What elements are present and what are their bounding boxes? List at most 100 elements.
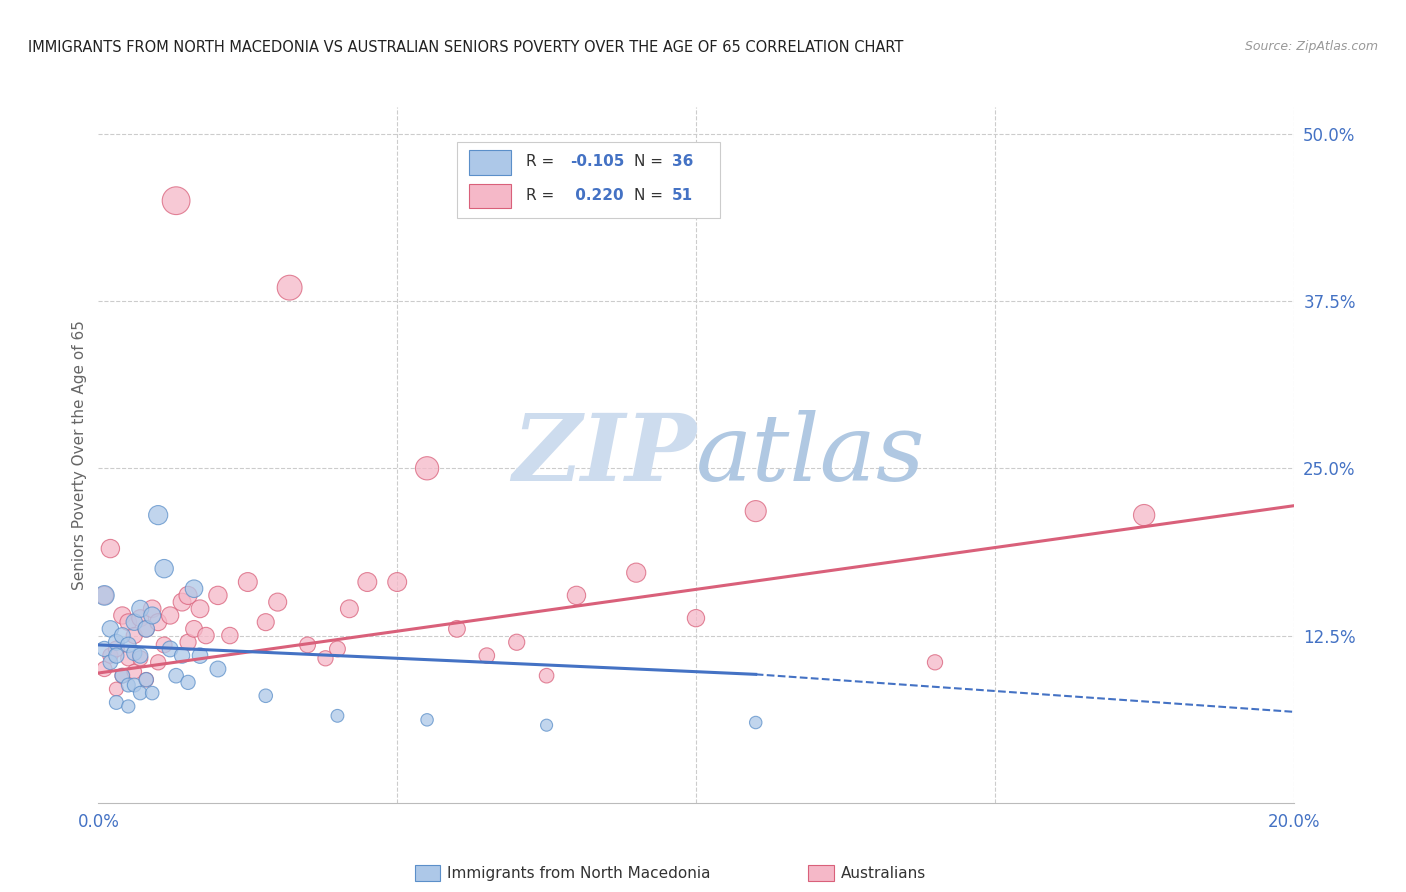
Point: [148, 615, 170, 630]
Text: N =: N =: [634, 188, 668, 202]
Point: [475, 648, 498, 663]
Text: Immigrants from North Macedonia: Immigrants from North Macedonia: [447, 866, 710, 880]
Text: 0.220: 0.220: [571, 188, 624, 202]
Point: [326, 642, 349, 657]
Point: [446, 622, 468, 636]
Text: Australians: Australians: [841, 866, 927, 880]
Point: [745, 715, 768, 730]
Point: [117, 651, 139, 665]
Point: [117, 699, 139, 714]
Point: [416, 461, 439, 475]
Point: [339, 602, 361, 616]
Point: [207, 662, 229, 676]
Point: [267, 595, 290, 609]
Point: [105, 681, 128, 696]
Point: [183, 622, 205, 636]
Text: 36: 36: [672, 153, 693, 169]
Point: [93, 662, 115, 676]
Point: [195, 628, 218, 642]
Point: [98, 655, 122, 669]
Point: [148, 655, 170, 669]
Point: [685, 611, 707, 625]
Point: [111, 669, 134, 683]
Point: [506, 635, 529, 649]
Point: [326, 708, 349, 723]
Y-axis label: Seniors Poverty Over the Age of 65: Seniors Poverty Over the Age of 65: [72, 320, 87, 590]
Point: [93, 589, 115, 603]
Point: [177, 675, 200, 690]
Point: [172, 648, 194, 663]
FancyBboxPatch shape: [470, 184, 510, 208]
Text: atlas: atlas: [696, 410, 925, 500]
Point: [177, 589, 200, 603]
FancyBboxPatch shape: [457, 142, 720, 219]
Point: [111, 669, 134, 683]
Point: [219, 628, 242, 642]
Point: [117, 678, 139, 692]
Point: [135, 622, 157, 636]
Text: Source: ZipAtlas.com: Source: ZipAtlas.com: [1244, 40, 1378, 54]
Point: [159, 642, 181, 657]
Point: [129, 651, 152, 665]
Point: [626, 566, 648, 580]
Point: [159, 608, 181, 623]
Point: [129, 611, 152, 625]
Point: [129, 602, 152, 616]
Text: -0.105: -0.105: [571, 153, 624, 169]
Point: [278, 281, 301, 295]
Point: [124, 628, 146, 642]
Point: [141, 608, 163, 623]
Point: [165, 669, 187, 683]
Point: [385, 575, 409, 590]
Point: [135, 673, 157, 687]
Text: 51: 51: [672, 188, 693, 202]
FancyBboxPatch shape: [470, 150, 510, 175]
Text: R =: R =: [526, 188, 560, 202]
Point: [565, 589, 588, 603]
Point: [135, 673, 157, 687]
Point: [207, 589, 229, 603]
Point: [129, 686, 152, 700]
Point: [183, 582, 205, 596]
Point: [124, 665, 146, 679]
Point: [188, 648, 211, 663]
Point: [141, 602, 163, 616]
Point: [117, 638, 139, 652]
Point: [254, 615, 277, 630]
Point: [172, 595, 194, 609]
Point: [536, 718, 558, 732]
Point: [93, 642, 115, 657]
Point: [105, 642, 128, 657]
Point: [93, 589, 115, 603]
Point: [1133, 508, 1156, 523]
Point: [536, 669, 558, 683]
Text: R =: R =: [526, 153, 560, 169]
Point: [153, 638, 176, 652]
Point: [117, 615, 139, 630]
Point: [105, 648, 128, 663]
Text: N =: N =: [634, 153, 668, 169]
Point: [356, 575, 378, 590]
Point: [297, 638, 319, 652]
Point: [254, 689, 277, 703]
Point: [315, 651, 337, 665]
Point: [188, 602, 211, 616]
Point: [129, 648, 152, 663]
Point: [141, 686, 163, 700]
Point: [98, 541, 122, 556]
Text: IMMIGRANTS FROM NORTH MACEDONIA VS AUSTRALIAN SENIORS POVERTY OVER THE AGE OF 65: IMMIGRANTS FROM NORTH MACEDONIA VS AUSTR…: [28, 40, 904, 55]
Point: [153, 562, 176, 576]
Point: [124, 678, 146, 692]
Point: [98, 622, 122, 636]
Point: [416, 713, 439, 727]
Point: [124, 615, 146, 630]
Point: [236, 575, 259, 590]
Point: [745, 504, 768, 518]
Point: [177, 635, 200, 649]
Point: [148, 508, 170, 523]
Point: [924, 655, 946, 669]
Point: [105, 696, 128, 710]
Point: [111, 608, 134, 623]
Point: [165, 194, 187, 208]
Point: [135, 622, 157, 636]
